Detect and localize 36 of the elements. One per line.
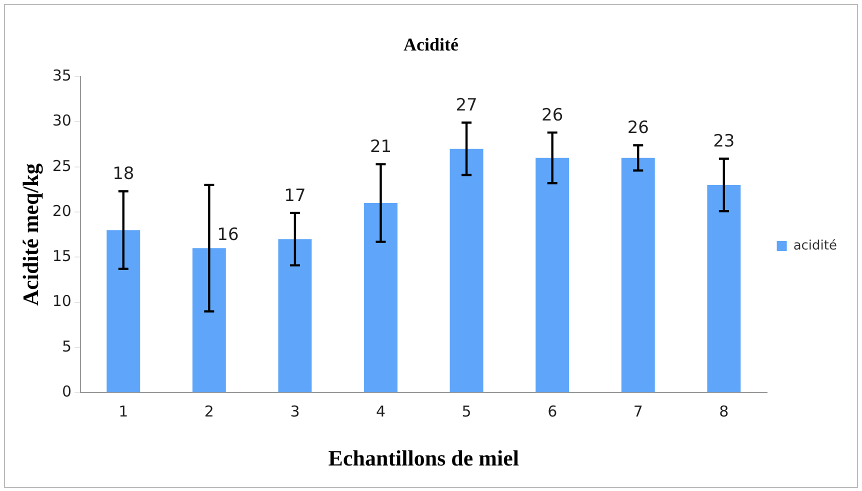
x-axis-title: Echantillons de miel [328, 445, 519, 470]
bar [192, 248, 226, 392]
bar [450, 148, 484, 392]
bar [278, 239, 312, 392]
bar [621, 158, 655, 392]
data-label: 16 [217, 225, 239, 246]
x-tick-label: 7 [633, 402, 643, 420]
y-tick-label: 10 [52, 292, 72, 310]
y-tick-label: 30 [52, 112, 72, 130]
x-tick-label: 6 [548, 402, 558, 420]
data-label: 27 [456, 96, 478, 116]
bar [707, 184, 741, 392]
y-tick-label: 0 [62, 382, 72, 400]
y-axis-title: Acidité meq/kg [18, 163, 43, 306]
data-label: 17 [284, 186, 306, 206]
data-label: 21 [370, 137, 392, 158]
x-tick-label: 8 [719, 402, 729, 420]
data-label: 26 [627, 118, 649, 138]
data-label: 26 [542, 106, 564, 126]
x-tick-label: 1 [118, 402, 128, 420]
x-tick-label: 5 [462, 402, 472, 420]
y-tick-label: 35 [52, 66, 72, 84]
data-label: 18 [112, 164, 134, 184]
y-tick-label: 5 [62, 337, 72, 356]
legend-label: acidité [793, 238, 838, 254]
chart-title: Acidité [404, 34, 459, 54]
x-tick-label: 2 [204, 402, 214, 420]
x-tick-label: 4 [376, 402, 386, 420]
y-tick-label: 20 [52, 202, 72, 220]
x-tick-label: 3 [290, 402, 300, 420]
bar [536, 158, 570, 392]
bar [364, 203, 398, 392]
data-label: 23 [713, 132, 735, 152]
bar [106, 230, 140, 392]
y-tick-label: 25 [52, 156, 72, 175]
y-tick-label: 15 [52, 247, 72, 266]
